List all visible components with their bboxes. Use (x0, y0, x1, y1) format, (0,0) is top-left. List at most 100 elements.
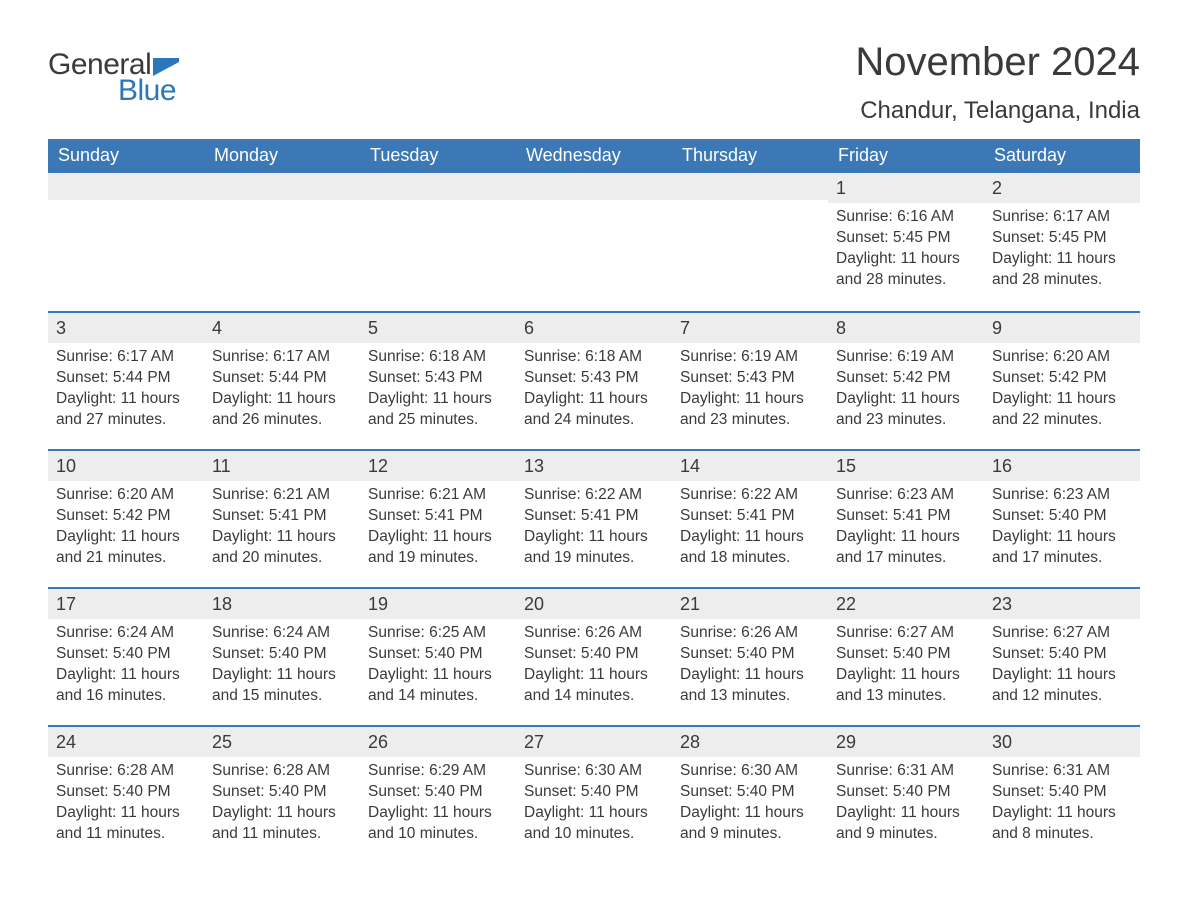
day-info: Sunrise: 6:21 AMSunset: 5:41 PMDaylight:… (368, 485, 508, 569)
day-header: Saturday (984, 139, 1140, 173)
sunrise-text: Sunrise: 6:18 AM (524, 347, 664, 368)
day-info: Sunrise: 6:17 AMSunset: 5:45 PMDaylight:… (992, 207, 1132, 291)
day-info: Sunrise: 6:30 AMSunset: 5:40 PMDaylight:… (524, 761, 664, 845)
sunrise-text: Sunrise: 6:21 AM (212, 485, 352, 506)
day-cell: 4Sunrise: 6:17 AMSunset: 5:44 PMDaylight… (204, 313, 360, 449)
day-number: 7 (672, 313, 828, 343)
day-cell: 22Sunrise: 6:27 AMSunset: 5:40 PMDayligh… (828, 589, 984, 725)
sunrise-text: Sunrise: 6:23 AM (836, 485, 976, 506)
day-number: 12 (360, 451, 516, 481)
day-number: 25 (204, 727, 360, 757)
day-cell: 18Sunrise: 6:24 AMSunset: 5:40 PMDayligh… (204, 589, 360, 725)
day-info: Sunrise: 6:23 AMSunset: 5:41 PMDaylight:… (836, 485, 976, 569)
logo-text-blue: Blue (118, 74, 176, 108)
day-number: 22 (828, 589, 984, 619)
day-cell: 21Sunrise: 6:26 AMSunset: 5:40 PMDayligh… (672, 589, 828, 725)
day-number: 13 (516, 451, 672, 481)
daylight-text: Daylight: 11 hours and 12 minutes. (992, 665, 1132, 707)
day-cell: 19Sunrise: 6:25 AMSunset: 5:40 PMDayligh… (360, 589, 516, 725)
sunrise-text: Sunrise: 6:19 AM (680, 347, 820, 368)
daylight-text: Daylight: 11 hours and 19 minutes. (368, 527, 508, 569)
daylight-text: Daylight: 11 hours and 22 minutes. (992, 389, 1132, 431)
day-cell: 20Sunrise: 6:26 AMSunset: 5:40 PMDayligh… (516, 589, 672, 725)
sunrise-text: Sunrise: 6:30 AM (680, 761, 820, 782)
day-cell: 14 Sunrise: 6:22 AMSunset: 5:41 PMDayligh… (672, 451, 828, 587)
sunset-text: Sunset: 5:42 PM (992, 368, 1132, 389)
day-cell: 29Sunrise: 6:31 AMSunset: 5:40 PMDayligh… (828, 727, 984, 863)
day-number: 2 (984, 173, 1140, 203)
sunset-text: Sunset: 5:45 PM (992, 228, 1132, 249)
day-number (48, 173, 204, 200)
day-cell: 24Sunrise: 6:28 AMSunset: 5:40 PMDayligh… (48, 727, 204, 863)
day-info: Sunrise: 6:18 AMSunset: 5:43 PMDaylight:… (524, 347, 664, 431)
daylight-text: Daylight: 11 hours and 20 minutes. (212, 527, 352, 569)
day-cell (360, 173, 516, 311)
day-number: 19 (360, 589, 516, 619)
day-number: 17 (48, 589, 204, 619)
sunset-text: Sunset: 5:40 PM (992, 506, 1132, 527)
sunrise-text: Sunrise: 6:27 AM (836, 623, 976, 644)
day-headers-row: SundayMondayTuesdayWednesdayThursdayFrid… (48, 139, 1140, 173)
daylight-text: Daylight: 11 hours and 10 minutes. (368, 803, 508, 845)
sunrise-text: Sunrise: 6:18 AM (368, 347, 508, 368)
day-info: Sunrise: 6:26 AMSunset: 5:40 PMDaylight:… (680, 623, 820, 707)
day-info: Sunrise: 6:31 AMSunset: 5:40 PMDaylight:… (836, 761, 976, 845)
day-number: 26 (360, 727, 516, 757)
day-number (516, 173, 672, 200)
day-cell (516, 173, 672, 311)
page-title: November 2024 (855, 40, 1140, 85)
sunset-text: Sunset: 5:40 PM (992, 782, 1132, 803)
sunset-text: Sunset: 5:45 PM (836, 228, 976, 249)
day-number: 28 (672, 727, 828, 757)
day-info: Sunrise: 6:19 AMSunset: 5:42 PMDaylight:… (836, 347, 976, 431)
day-cell (204, 173, 360, 311)
day-number: 14 (672, 451, 828, 481)
day-cell: 5Sunrise: 6:18 AMSunset: 5:43 PMDaylight… (360, 313, 516, 449)
daylight-text: Daylight: 11 hours and 11 minutes. (212, 803, 352, 845)
sunrise-text: Sunrise: 6:24 AM (212, 623, 352, 644)
day-info: Sunrise: 6:20 AMSunset: 5:42 PMDaylight:… (56, 485, 196, 569)
sunrise-text: Sunrise: 6:17 AM (992, 207, 1132, 228)
sunrise-text: Sunrise: 6:19 AM (836, 347, 976, 368)
sunset-text: Sunset: 5:44 PM (56, 368, 196, 389)
day-info: Sunrise: 6:30 AMSunset: 5:40 PMDaylight:… (680, 761, 820, 845)
sunrise-text: Sunrise: 6:26 AM (680, 623, 820, 644)
day-info: Sunrise: 6:20 AMSunset: 5:42 PMDaylight:… (992, 347, 1132, 431)
sunrise-text: Sunrise: 6:29 AM (368, 761, 508, 782)
day-info: Sunrise: 6:23 AMSunset: 5:40 PMDaylight:… (992, 485, 1132, 569)
day-number: 23 (984, 589, 1140, 619)
day-info: Sunrise: 6:31 AMSunset: 5:40 PMDaylight:… (992, 761, 1132, 845)
day-info: Sunrise: 6:24 AMSunset: 5:40 PMDaylight:… (56, 623, 196, 707)
sunset-text: Sunset: 5:41 PM (524, 506, 664, 527)
sunset-text: Sunset: 5:40 PM (524, 644, 664, 665)
header: General Blue November 2024 Chandur, Tela… (48, 40, 1140, 125)
sunrise-text: Sunrise: 6:22 AM (680, 485, 820, 506)
daylight-text: Daylight: 11 hours and 25 minutes. (368, 389, 508, 431)
day-header: Friday (828, 139, 984, 173)
day-number: 6 (516, 313, 672, 343)
sunrise-text: Sunrise: 6:26 AM (524, 623, 664, 644)
daylight-text: Daylight: 11 hours and 28 minutes. (992, 249, 1132, 291)
day-number: 9 (984, 313, 1140, 343)
day-cell: 9 Sunrise: 6:20 AMSunset: 5:42 PMDaylight… (984, 313, 1140, 449)
sunset-text: Sunset: 5:40 PM (212, 782, 352, 803)
day-number (360, 173, 516, 200)
sunrise-text: Sunrise: 6:24 AM (56, 623, 196, 644)
day-cell: 3Sunrise: 6:17 AMSunset: 5:44 PMDaylight… (48, 313, 204, 449)
day-number: 1 (828, 173, 984, 203)
daylight-text: Daylight: 11 hours and 9 minutes. (836, 803, 976, 845)
day-info: Sunrise: 6:27 AMSunset: 5:40 PMDaylight:… (992, 623, 1132, 707)
day-header: Thursday (672, 139, 828, 173)
logo: General Blue (48, 48, 179, 108)
day-cell: 11Sunrise: 6:21 AMSunset: 5:41 PMDayligh… (204, 451, 360, 587)
day-info: Sunrise: 6:22 AMSunset: 5:41 PMDaylight:… (680, 485, 820, 569)
day-cell: 8Sunrise: 6:19 AMSunset: 5:42 PMDaylight… (828, 313, 984, 449)
sunrise-text: Sunrise: 6:16 AM (836, 207, 976, 228)
day-cell: 15 Sunrise: 6:23 AMSunset: 5:41 PMDayligh… (828, 451, 984, 587)
day-cell: 26 Sunrise: 6:29 AMSunset: 5:40 PMDayligh… (360, 727, 516, 863)
week-row: 17Sunrise: 6:24 AMSunset: 5:40 PMDayligh… (48, 587, 1140, 725)
sunset-text: Sunset: 5:40 PM (368, 782, 508, 803)
day-number: 15 (828, 451, 984, 481)
day-cell: 13Sunrise: 6:22 AMSunset: 5:41 PMDayligh… (516, 451, 672, 587)
sunset-text: Sunset: 5:41 PM (680, 506, 820, 527)
